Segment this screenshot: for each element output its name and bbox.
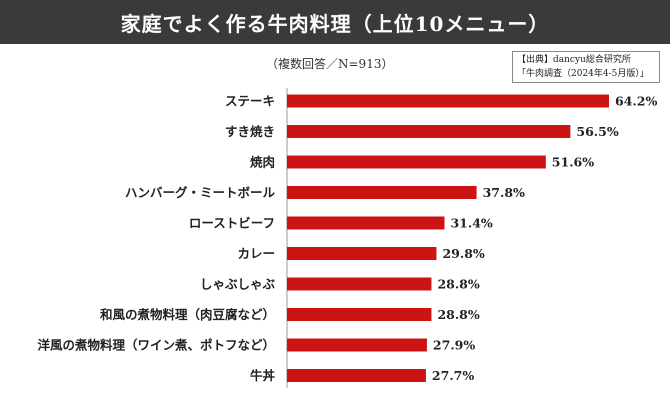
bar <box>287 186 477 199</box>
chart-title: 家庭でよく作る牛肉料理（上位10メニュー） <box>0 0 670 44</box>
source-line-2: 「牛肉調査（2024年4-5月版）」 <box>517 69 649 79</box>
value-label: 31.4% <box>450 216 492 231</box>
value-label: 27.7% <box>432 368 474 383</box>
bar <box>287 216 445 230</box>
value-label: 28.8% <box>437 307 479 322</box>
category-label: 焼肉 <box>250 155 275 170</box>
bar <box>287 94 609 108</box>
bar <box>287 125 571 138</box>
category-label: ローストビーフ <box>189 216 275 231</box>
category-label: すき焼き <box>225 124 275 139</box>
bar <box>287 277 432 291</box>
bar <box>287 247 437 260</box>
category-label: 和風の煮物料理（肉豆腐など） <box>99 307 275 322</box>
value-label: 56.5% <box>576 124 618 139</box>
value-label: 51.6% <box>552 155 594 170</box>
source-line-1: 【出典】dancyu総合研究所 <box>517 55 631 65</box>
bar <box>287 155 546 169</box>
category-label: しゃぶしゃぶ <box>200 277 276 292</box>
value-label: 28.8% <box>437 277 479 292</box>
category-label: ステーキ <box>225 94 275 109</box>
category-label: ハンバーグ・ミートボール <box>125 185 276 200</box>
source-box: 【出典】dancyu総合研究所 「牛肉調査（2024年4-5月版）」 <box>512 51 660 83</box>
value-label: 27.9% <box>433 338 475 353</box>
bar <box>287 338 427 352</box>
category-label: カレー <box>237 246 275 261</box>
value-label: 37.8% <box>483 185 525 200</box>
category-label: 牛丼 <box>250 368 276 383</box>
value-label: 29.8% <box>442 246 484 261</box>
value-label: 64.2% <box>615 94 657 109</box>
bar <box>287 369 426 382</box>
chart-subtitle: （複数回答／N=913） <box>266 57 394 71</box>
category-label: 洋風の煮物料理（ワイン煮、ポトフなど） <box>37 338 275 353</box>
bar <box>287 308 432 321</box>
